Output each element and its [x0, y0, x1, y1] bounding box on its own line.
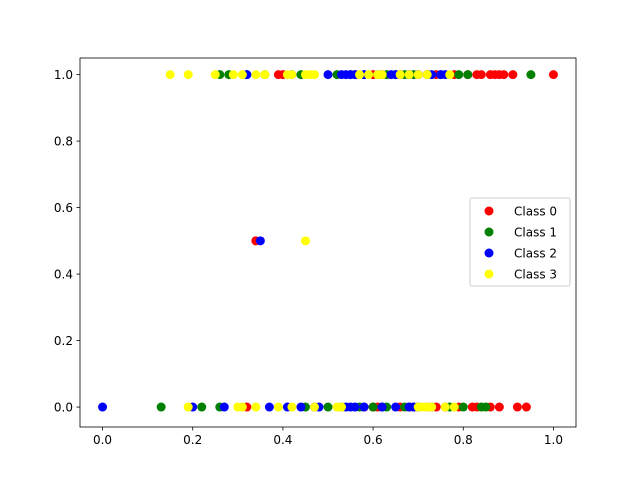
- data-point-class-3: [273, 402, 283, 412]
- data-point-class-2: [350, 402, 360, 412]
- data-point-class-1: [323, 402, 333, 412]
- legend: Class 0 Class 1 Class 2 Class 3: [469, 197, 571, 287]
- data-point-class-0: [476, 70, 486, 80]
- data-point-class-0: [499, 70, 509, 80]
- y-tick-label: 0.6: [54, 201, 73, 215]
- data-point-class-3: [337, 402, 347, 412]
- data-point-class-3: [445, 70, 455, 80]
- data-point-class-3: [427, 402, 437, 412]
- data-point-class-3: [309, 70, 319, 80]
- y-tick-label: 0.2: [54, 334, 73, 348]
- y-tick-label: 1.0: [54, 68, 73, 82]
- data-point-class-3: [309, 402, 319, 412]
- data-point-class-3: [287, 70, 297, 80]
- axes-layer: 0.0 0.2 0.4 0.6 0.8 1.0 0.0 0.2 0.4 0.6 0.8 1.0: [54, 57, 577, 447]
- legend-label-class-2: Class 2: [514, 247, 557, 261]
- data-point-class-3: [183, 402, 193, 412]
- data-point-class-3: [377, 70, 387, 80]
- data-point-class-3: [260, 70, 270, 80]
- data-point-class-0: [512, 402, 522, 412]
- data-point-class-2: [98, 402, 108, 412]
- legend-label-class-0: Class 0: [514, 205, 557, 219]
- data-point-class-0: [494, 402, 504, 412]
- data-point-class-3: [449, 402, 459, 412]
- data-point-class-3: [440, 402, 450, 412]
- legend-marker-class-0: [484, 206, 494, 216]
- data-point-class-3: [183, 70, 193, 80]
- data-point-class-2: [255, 236, 265, 246]
- data-point-class-3: [287, 402, 297, 412]
- data-point-class-1: [454, 70, 464, 80]
- y-tick-label: 0.8: [54, 135, 73, 149]
- data-point-class-0: [548, 70, 558, 80]
- data-point-class-1: [197, 402, 207, 412]
- data-point-class-1: [156, 402, 166, 412]
- legend-label-class-3: Class 3: [514, 268, 557, 282]
- data-point-class-1: [463, 70, 473, 80]
- x-tick-label: 1.0: [544, 433, 563, 447]
- data-point-class-3: [355, 70, 365, 80]
- data-point-class-2: [296, 402, 306, 412]
- data-point-class-3: [413, 70, 423, 80]
- data-point-class-1: [526, 70, 536, 80]
- x-tick-label: 0.6: [364, 433, 383, 447]
- x-tick-label: 0.4: [273, 433, 292, 447]
- data-point-class-3: [210, 70, 220, 80]
- legend-marker-class-3: [484, 269, 494, 279]
- data-point-class-2: [264, 402, 274, 412]
- legend-marker-class-2: [484, 248, 494, 258]
- data-point-class-3: [300, 236, 310, 246]
- data-point-class-3: [364, 70, 374, 80]
- data-point-class-2: [377, 402, 387, 412]
- data-point-class-0: [508, 70, 518, 80]
- y-tick-label: 0.4: [54, 268, 73, 282]
- plot-frame: [79, 57, 577, 428]
- y-tick-label: 0.0: [54, 401, 73, 415]
- data-point-class-2: [219, 402, 229, 412]
- data-point-class-3: [251, 70, 261, 80]
- data-point-class-1: [481, 402, 491, 412]
- data-point-class-3: [237, 402, 247, 412]
- legend-marker-class-1: [484, 227, 494, 237]
- data-point-class-3: [251, 402, 261, 412]
- points-layer: [98, 70, 558, 412]
- legend-label-class-1: Class 1: [514, 226, 557, 240]
- data-point-class-2: [359, 402, 369, 412]
- x-tick-label: 0.2: [183, 433, 202, 447]
- data-point-class-3: [165, 70, 175, 80]
- data-point-class-3: [404, 70, 414, 80]
- data-point-class-3: [228, 70, 238, 80]
- x-tick-label: 0.0: [93, 433, 112, 447]
- data-point-class-3: [237, 70, 247, 80]
- data-point-class-3: [422, 70, 432, 80]
- data-point-class-1: [368, 402, 378, 412]
- data-point-class-2: [323, 70, 333, 80]
- x-tick-label: 0.8: [454, 433, 473, 447]
- data-point-class-1: [458, 402, 468, 412]
- data-point-class-0: [521, 402, 531, 412]
- data-point-class-3: [395, 70, 405, 80]
- legend-box: [469, 197, 571, 287]
- data-point-class-2: [391, 402, 401, 412]
